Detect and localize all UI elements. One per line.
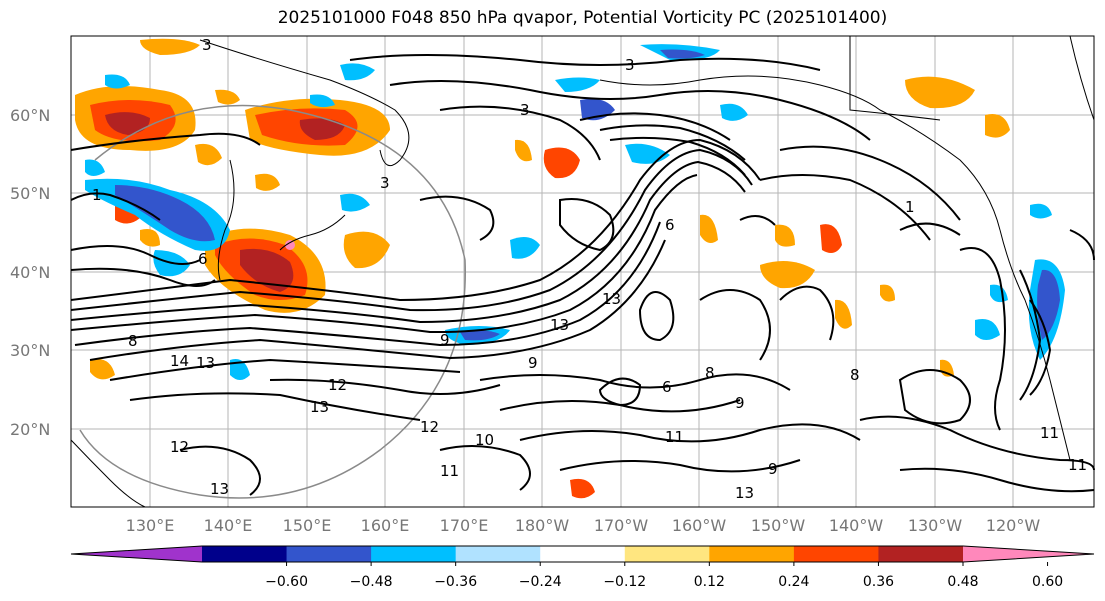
lon-axis: 130°E 140°E 150°E 160°E 170°E 180°W 170°… [126,516,1041,535]
contour-label: 6 [665,216,675,234]
colorbar-tick-label: −0.48 [350,574,393,590]
colorbar-segment [202,546,288,562]
contour-label: 11 [1068,456,1087,474]
colorbar-ticks: −0.60 −0.48 −0.36 −0.24 −0.12 0.12 0.24 … [265,574,1063,590]
contour-label: 6 [198,250,208,268]
contour-label: 12 [170,438,189,456]
lat-label: 40°N [10,263,50,282]
contour-label: 13 [310,398,329,416]
contour-label: 10 [475,431,494,449]
lat-label: 60°N [10,106,50,125]
lon-label: 180°W [515,516,570,535]
colorbar-tick-label: 0.24 [778,574,809,590]
colorbar [70,545,1095,566]
range-ring [79,104,467,499]
colorbar-segment [793,546,879,562]
colorbar-segment [878,546,964,562]
coastlines [70,35,1095,508]
contour-label: 3 [520,101,530,119]
colorbar-segment [709,546,795,562]
lon-label: 140°E [204,516,253,535]
lat-label: 30°N [10,341,50,360]
lon-label: 130°W [908,516,963,535]
map-frame [70,35,1095,508]
colorbar-outline [70,545,1095,563]
contour-labels: 3 3 3 3 6 6 1 1 6 13 13 13 14 13 12 12 1… [92,36,1087,502]
contour-label: 8 [705,364,715,382]
colorbar-tick-label: −0.36 [434,574,477,590]
colorbar-tick-label: 0.36 [863,574,894,590]
colorbar-segment [455,546,541,562]
contour-label: 9 [735,394,745,412]
colorbar-tick-label: 0.48 [947,574,978,590]
pv-contours [70,54,1095,496]
colorbar-tick-label: −0.60 [265,574,308,590]
lon-label: 150°E [283,516,332,535]
contour-label: 11 [1040,424,1059,442]
contour-label: 13 [602,290,621,308]
contour-label: 6 [662,378,672,396]
colorbar-extend-low [71,546,202,562]
lon-label: 160°W [672,516,727,535]
contour-label: 11 [665,428,684,446]
lon-label: 150°W [751,516,806,535]
contour-label: 13 [196,354,215,372]
lon-label: 120°W [986,516,1041,535]
contour-label: 13 [735,484,754,502]
lon-label: 170°E [440,516,489,535]
colorbar-tick-label: 0.60 [1032,574,1063,590]
lat-label: 20°N [10,420,50,439]
lon-label: 170°W [594,516,649,535]
contour-label: 12 [420,418,439,436]
chart-title: 2025101000 F048 850 hPa qvapor, Potentia… [277,8,888,28]
contour-label: 13 [550,316,569,334]
contour-label: 1 [905,198,915,216]
contour-label: 8 [850,366,860,384]
colorbar-tick-label: −0.12 [603,574,646,590]
contour-label: 1 [92,186,102,204]
lat-label: 50°N [10,184,50,203]
contour-label: 13 [210,480,229,498]
lat-axis: 60°N 50°N 40°N 30°N 20°N [10,106,50,439]
contour-label: 3 [202,36,212,54]
lon-label: 140°W [829,516,884,535]
colorbar-extend-high [963,546,1094,562]
lon-label: 130°E [126,516,175,535]
colorbar-segment [286,546,372,562]
contour-label: 9 [440,331,450,349]
contour-label: 8 [128,332,138,350]
contour-label: 12 [328,376,347,394]
contour-label: 9 [768,460,778,478]
colorbar-segment [540,546,626,562]
colorbar-tick-label: 0.12 [694,574,725,590]
colorbar-segment [624,546,710,562]
contour-label: 11 [440,462,459,480]
colorbar-segment [371,546,457,562]
colorbar-tick-label: −0.24 [519,574,562,590]
contour-label: 14 [170,352,189,370]
qvapor-fill [75,38,1065,499]
contour-label: 3 [625,56,635,74]
contour-label: 3 [380,174,390,192]
contour-label: 9 [528,354,538,372]
lon-label: 160°E [361,516,410,535]
